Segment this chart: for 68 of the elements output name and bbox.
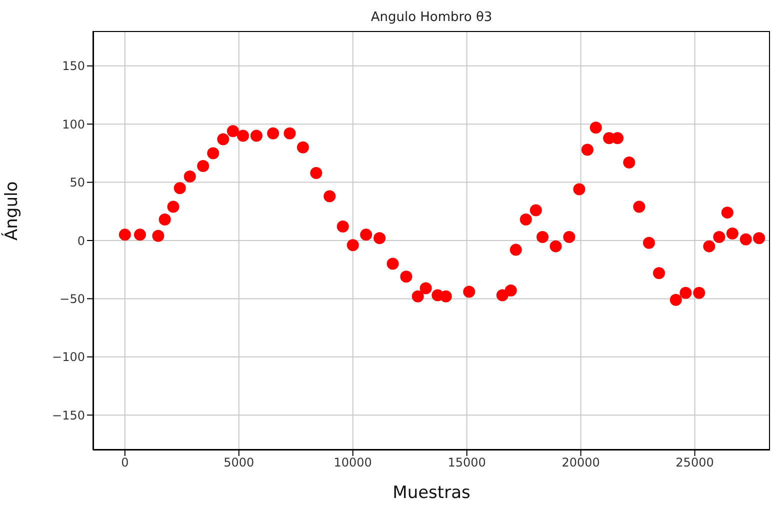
chart-title: Angulo Hombro θ3 [370,10,494,25]
x-tick-label: 15000 [448,456,486,470]
point [510,244,522,256]
point [440,290,452,302]
point [420,282,432,294]
point [740,233,752,246]
point [284,127,296,140]
point [226,125,239,138]
point [184,170,196,182]
x-axis-title: Muestras [392,483,470,503]
x-tick-label: 20000 [562,456,600,470]
y-tick-label: −50 [60,292,85,306]
x-tick-label: 25000 [676,456,714,470]
point [412,290,424,302]
point [520,214,532,226]
point [623,156,636,169]
point [296,141,309,154]
point [386,258,399,270]
y-tick-label: 100 [62,117,85,132]
point [336,220,349,233]
point [400,270,412,283]
point [463,286,476,298]
point [726,228,738,240]
point [563,231,576,244]
point [310,166,322,179]
point [152,230,164,242]
point [713,231,726,244]
point [721,206,734,219]
x-tick-label: 10000 [334,456,372,470]
y-tick-label: 50 [70,176,85,190]
point [652,267,665,280]
point [250,130,262,142]
point [504,284,517,297]
x-tick-label: 5000 [224,456,254,470]
point [530,204,542,216]
point [670,294,682,306]
point [633,200,646,213]
point [360,228,372,241]
x-tick-label: 0 [121,456,129,470]
y-tick-label: −150 [52,408,85,422]
point [197,160,210,172]
point [590,122,602,134]
point [267,127,280,140]
point [642,236,655,249]
point [158,214,171,226]
point [236,130,249,142]
point [167,200,180,213]
point [581,144,594,156]
point [573,183,586,196]
point [134,228,146,241]
y-tick-label: −100 [52,350,85,364]
point [118,228,131,241]
point [346,239,359,252]
y-axis-title: Ángulo [1,181,22,240]
point [324,190,336,202]
y-tick-label: 150 [62,59,85,74]
point [703,240,716,252]
point [374,232,386,244]
point [207,147,220,160]
point [680,286,692,299]
point [612,132,624,144]
point [753,232,766,244]
point [536,231,549,244]
point [693,286,706,299]
point [217,133,230,146]
point [174,182,186,194]
y-tick-label: 0 [77,234,85,248]
point [550,240,562,252]
